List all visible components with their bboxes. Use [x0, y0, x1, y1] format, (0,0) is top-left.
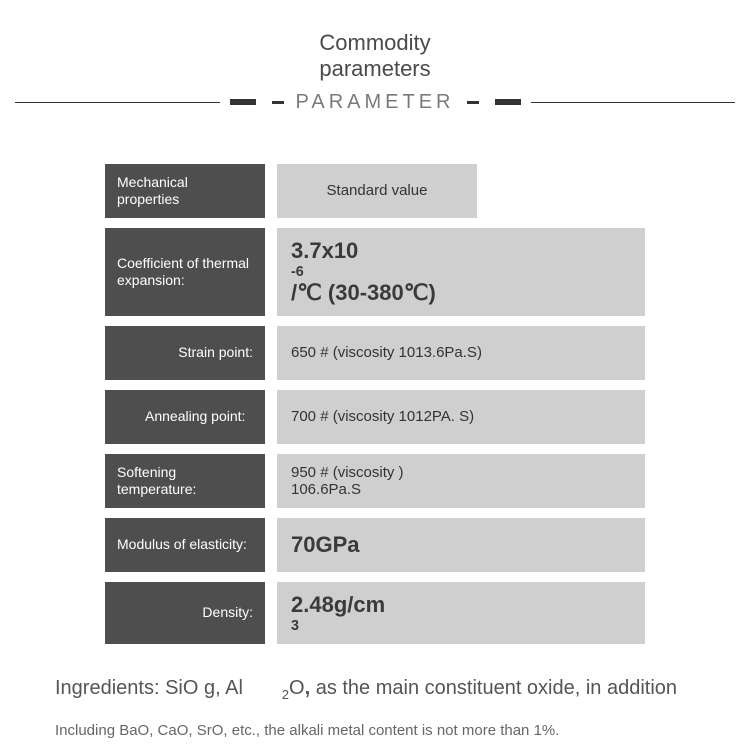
header-line-right — [531, 102, 736, 103]
param-value: 650 # (viscosity 1013.6Pa.S) — [277, 326, 645, 380]
table-row: Annealing point:700 # (viscosity 1012PA.… — [105, 390, 645, 444]
param-value: 2.48g/cm3 — [277, 582, 645, 644]
param-label: Annealing point: — [105, 390, 265, 444]
param-label: Density: — [105, 582, 265, 644]
param-value: 3.7x10-6/℃ (30-380℃) — [277, 228, 645, 316]
header-line-left — [15, 102, 220, 103]
table-row: Modulus of elasticity:70GPa — [105, 518, 645, 572]
param-value: 950 # (viscosity )106.6Pa.S — [277, 454, 645, 508]
header-tick-left-thick — [230, 99, 256, 105]
header-tick-left-thin — [272, 101, 284, 104]
table-row: Mechanical propertiesStandard value — [105, 164, 645, 218]
table-row: Coefficient of thermal expansion:3.7x10-… — [105, 228, 645, 316]
header-subtitle: PARAMETER — [296, 91, 455, 114]
header-subtitle-row: PARAMETER — [15, 91, 735, 114]
param-value: 70GPa — [277, 518, 645, 572]
ingredients-line2: Including BaO, CaO, SrO, etc., the alkal… — [55, 720, 695, 741]
param-label: Modulus of elasticity: — [105, 518, 265, 572]
parameter-table: Mechanical propertiesStandard valueCoeff… — [105, 164, 645, 644]
table-row: Density:2.48g/cm3 — [105, 582, 645, 644]
table-row: Strain point:650 # (viscosity 1013.6Pa.S… — [105, 326, 645, 380]
header: Commodity parameters PARAMETER — [15, 30, 735, 114]
header-tick-right-thin — [467, 101, 479, 104]
header-tick-right-thick — [495, 99, 521, 105]
ingredients-line1: Ingredients: SiO g, Al 2O, as the main c… — [55, 674, 695, 704]
param-label: Coefficient of thermal expansion: — [105, 228, 265, 316]
param-label: Strain point: — [105, 326, 265, 380]
param-value: Standard value — [277, 164, 477, 218]
table-row: Softening temperature:950 # (viscosity )… — [105, 454, 645, 508]
param-value: 700 # (viscosity 1012PA. S) — [277, 390, 645, 444]
ingredients-block: Ingredients: SiO g, Al 2O, as the main c… — [55, 674, 695, 741]
param-label: Softening temperature: — [105, 454, 265, 508]
header-title: Commodity parameters — [275, 30, 475, 83]
param-label: Mechanical properties — [105, 164, 265, 218]
